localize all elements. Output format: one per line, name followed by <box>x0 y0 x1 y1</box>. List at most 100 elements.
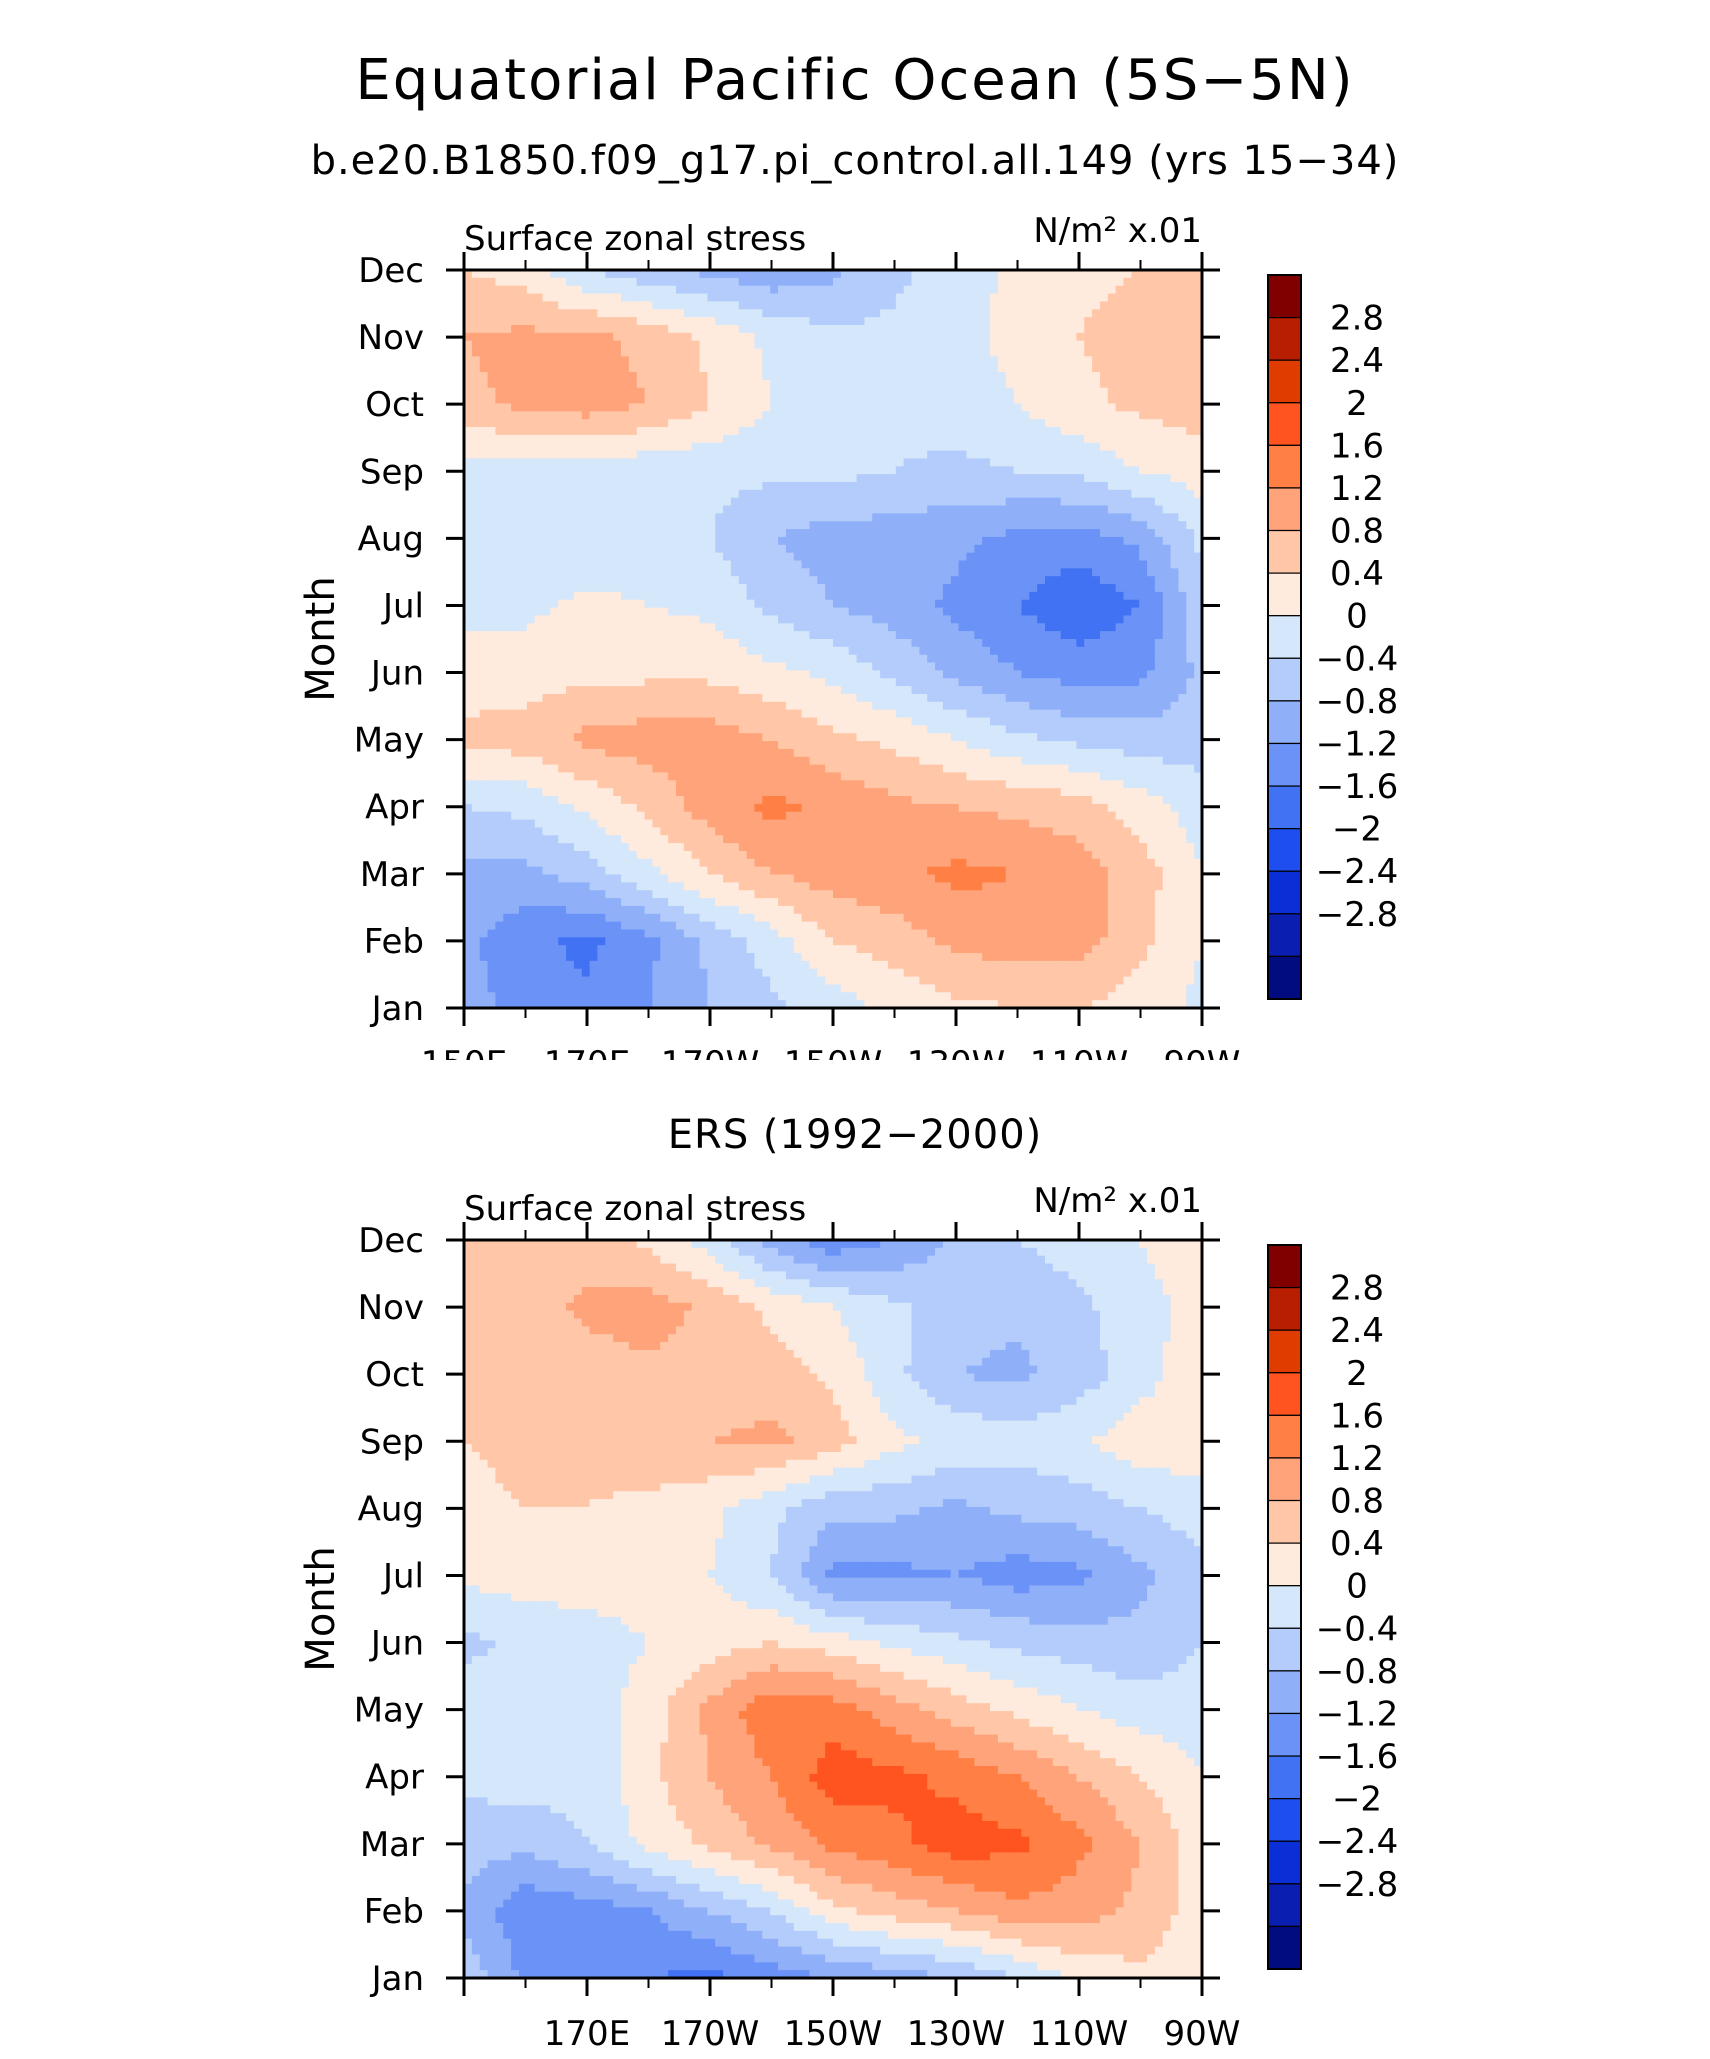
contour-cell <box>997 427 1007 436</box>
contour-cell <box>911 552 920 562</box>
contour-cell <box>856 427 865 436</box>
contour-cell <box>1060 387 1070 397</box>
contour-cell <box>636 270 646 279</box>
contour-cell <box>927 631 936 640</box>
contour-cell <box>840 654 850 664</box>
contour-cell <box>628 623 638 632</box>
contour-cell <box>479 639 489 648</box>
contour-cell <box>495 458 504 467</box>
contour-cell <box>887 356 897 365</box>
contour-cell <box>793 442 803 452</box>
contour-cell <box>715 387 724 397</box>
contour-cell <box>950 293 960 302</box>
contour-cell <box>660 317 669 326</box>
contour-cell <box>518 419 528 428</box>
contour-cell <box>558 317 567 326</box>
contour-cell <box>1052 623 1062 632</box>
contour-cell <box>636 309 646 318</box>
contour-cell <box>558 623 567 632</box>
contour-cell <box>817 372 826 381</box>
contour-cell <box>1170 270 1180 279</box>
contour-cell <box>542 615 551 624</box>
contour-cell <box>558 654 567 664</box>
contour-cell <box>895 277 905 287</box>
contour-cell <box>887 623 897 632</box>
contour-cell <box>1170 654 1180 664</box>
contour-cell <box>833 552 842 562</box>
contour-cell <box>903 387 913 397</box>
contour-cell <box>511 450 520 460</box>
contour-cell <box>997 324 1007 334</box>
contour-cell <box>880 466 889 475</box>
contour-cell <box>668 670 677 679</box>
contour-cell <box>534 419 544 428</box>
contour-cell <box>903 332 913 342</box>
contour-cell <box>895 560 905 569</box>
contour-cell <box>652 458 661 467</box>
contour-cell <box>1005 442 1015 452</box>
contour-cell <box>785 427 795 436</box>
contour-cell <box>911 474 920 483</box>
contour-cell <box>911 599 920 609</box>
contour-cell <box>1084 481 1093 491</box>
contour-cell <box>974 348 983 357</box>
contour-cell <box>950 317 960 326</box>
contour-cell <box>1092 450 1101 460</box>
contour-cell <box>550 489 559 499</box>
contour-cell <box>1115 544 1125 554</box>
contour-cell <box>526 379 536 389</box>
contour-cell <box>942 411 952 420</box>
contour-cell <box>1092 419 1101 428</box>
contour-cell <box>1107 497 1117 507</box>
contour-cell <box>636 403 646 412</box>
contour-cell <box>1099 576 1109 585</box>
contour-cell <box>652 513 661 522</box>
contour-cell <box>950 411 960 420</box>
contour-cell <box>942 670 952 679</box>
contour-cell <box>715 615 724 624</box>
contour-cell <box>464 654 473 664</box>
contour-cell <box>770 536 779 546</box>
contour-cell <box>1005 513 1015 522</box>
contour-cell <box>715 489 724 499</box>
contour-cell <box>872 662 881 671</box>
contour-cell <box>566 678 575 687</box>
contour-cell <box>1005 576 1015 585</box>
contour-cell <box>872 560 881 569</box>
contour-cell <box>903 411 913 420</box>
contour-cell <box>958 560 968 569</box>
contour-cell <box>605 434 614 444</box>
contour-cell <box>856 591 865 601</box>
contour-cell <box>1154 301 1164 310</box>
contour-cell <box>1084 427 1093 436</box>
contour-cell <box>762 576 771 585</box>
contour-cell <box>715 481 724 491</box>
contour-cell <box>778 379 787 389</box>
contour-cell <box>903 419 913 428</box>
contour-cell <box>464 403 473 412</box>
contour-cell <box>864 536 873 546</box>
contour-cell <box>503 270 512 279</box>
contour-cell <box>581 419 591 428</box>
contour-cell <box>840 270 850 279</box>
contour-cell <box>1092 481 1101 491</box>
contour-cell <box>613 513 622 522</box>
contour-cell <box>597 458 606 467</box>
contour-cell <box>1099 646 1109 656</box>
contour-cell <box>1186 654 1195 664</box>
contour-cell <box>848 639 858 648</box>
contour-cell <box>762 277 771 287</box>
contour-cell <box>683 332 693 342</box>
contour-cell <box>974 372 983 381</box>
contour-cell <box>809 631 818 640</box>
contour-cell <box>778 599 787 609</box>
contour-cell <box>1107 662 1117 671</box>
contour-cell <box>1107 324 1117 334</box>
contour-cell <box>809 356 818 365</box>
contour-cell <box>880 552 889 562</box>
contour-cell <box>511 623 520 632</box>
contour-cell <box>534 324 544 334</box>
contour-cell <box>660 513 669 522</box>
contour-cell <box>1084 450 1093 460</box>
contour-cell <box>1178 301 1187 310</box>
